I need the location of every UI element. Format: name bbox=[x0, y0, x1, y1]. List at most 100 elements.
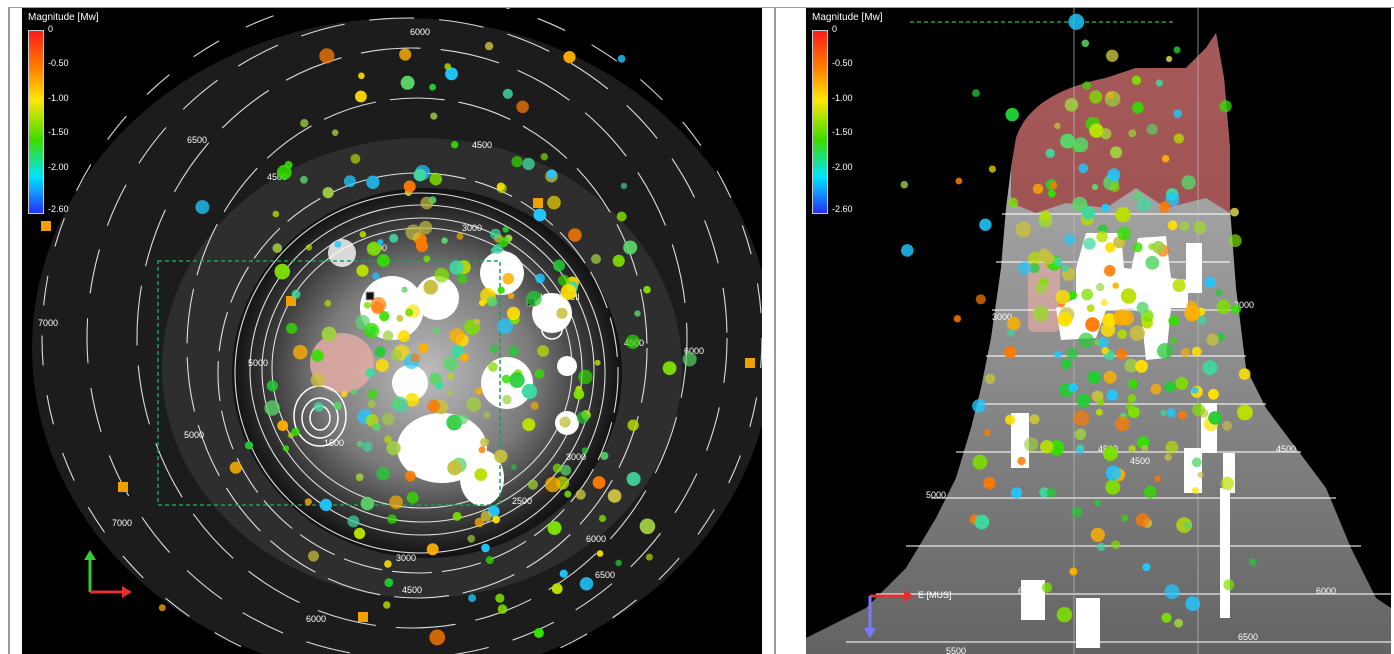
seismic-event[interactable] bbox=[390, 349, 403, 362]
seismic-event[interactable] bbox=[568, 228, 582, 242]
seismic-event[interactable] bbox=[953, 315, 962, 323]
seismic-event[interactable] bbox=[540, 153, 548, 161]
seismic-event[interactable] bbox=[988, 165, 996, 173]
seismic-event[interactable] bbox=[1089, 90, 1103, 104]
seismic-event[interactable] bbox=[576, 411, 589, 424]
seismic-event[interactable] bbox=[1063, 233, 1076, 245]
seismic-event[interactable] bbox=[387, 514, 397, 524]
seismic-event[interactable] bbox=[229, 461, 242, 474]
seismic-event[interactable] bbox=[1041, 582, 1053, 593]
seismic-event[interactable] bbox=[1101, 203, 1110, 212]
seismic-event[interactable] bbox=[502, 88, 513, 99]
seismic-event[interactable] bbox=[1216, 299, 1231, 314]
seismic-event[interactable] bbox=[447, 373, 455, 380]
seismic-event[interactable] bbox=[1222, 420, 1233, 431]
seismic-event[interactable] bbox=[418, 343, 429, 354]
seismic-event[interactable] bbox=[1107, 168, 1121, 182]
seismic-event[interactable] bbox=[452, 511, 462, 521]
seismic-event[interactable] bbox=[478, 446, 486, 454]
seismic-event[interactable] bbox=[1011, 487, 1023, 499]
seismic-event[interactable] bbox=[1191, 386, 1199, 394]
seismic-event[interactable] bbox=[1105, 242, 1116, 253]
seismic-event[interactable] bbox=[1154, 475, 1161, 483]
seismic-event[interactable] bbox=[1104, 265, 1116, 277]
seismic-event[interactable] bbox=[1091, 183, 1099, 191]
seismic-event[interactable] bbox=[1029, 262, 1040, 274]
seismic-event[interactable] bbox=[1064, 98, 1079, 112]
seismic-event[interactable] bbox=[1155, 79, 1163, 87]
seismic-event[interactable] bbox=[1071, 506, 1083, 518]
seismic-event[interactable] bbox=[1181, 175, 1196, 190]
seismic-event[interactable] bbox=[377, 239, 384, 246]
seismic-event[interactable] bbox=[1132, 242, 1143, 253]
seismic-event[interactable] bbox=[1184, 521, 1192, 529]
seismic-event[interactable] bbox=[1083, 237, 1096, 250]
seismic-event[interactable] bbox=[406, 491, 419, 504]
seismic-event[interactable] bbox=[498, 236, 509, 248]
seismic-event[interactable] bbox=[486, 296, 498, 307]
seismic-event[interactable] bbox=[356, 264, 369, 277]
seismic-event[interactable] bbox=[1193, 221, 1207, 234]
seismic-event[interactable] bbox=[1046, 488, 1057, 498]
seismic-event[interactable] bbox=[1208, 411, 1222, 425]
seismic-event[interactable] bbox=[429, 172, 443, 186]
seismic-event[interactable] bbox=[428, 196, 437, 204]
seismic-event[interactable] bbox=[1032, 183, 1044, 194]
seismic-event[interactable] bbox=[313, 402, 324, 412]
seismic-event[interactable] bbox=[1018, 261, 1032, 275]
seismic-event[interactable] bbox=[1106, 389, 1118, 401]
seismic-event[interactable] bbox=[331, 129, 339, 136]
seismic-event[interactable] bbox=[1110, 146, 1123, 159]
seismic-event[interactable] bbox=[367, 388, 379, 400]
seismic-event[interactable] bbox=[972, 399, 986, 413]
seismic-event[interactable] bbox=[1164, 381, 1176, 393]
seismic-event[interactable] bbox=[1173, 109, 1182, 118]
seismic-event[interactable] bbox=[1178, 411, 1187, 420]
seismic-event[interactable] bbox=[625, 334, 641, 349]
seismic-event[interactable] bbox=[502, 394, 512, 405]
seismic-event[interactable] bbox=[1097, 398, 1105, 406]
seismic-event[interactable] bbox=[1237, 404, 1253, 421]
seismic-event[interactable] bbox=[405, 470, 416, 482]
seismic-event[interactable] bbox=[972, 454, 988, 470]
seismic-event[interactable] bbox=[1103, 446, 1118, 461]
seismic-event[interactable] bbox=[591, 254, 601, 264]
seismic-event[interactable] bbox=[1191, 486, 1199, 494]
seismic-event[interactable] bbox=[575, 489, 586, 500]
seismic-event[interactable] bbox=[1176, 517, 1192, 533]
seismic-event[interactable] bbox=[384, 560, 392, 568]
seismic-event[interactable] bbox=[492, 515, 500, 524]
seismic-event[interactable] bbox=[467, 534, 476, 543]
seismic-event[interactable] bbox=[511, 156, 523, 168]
seismic-event[interactable] bbox=[382, 330, 394, 342]
seismic-event[interactable] bbox=[365, 368, 376, 378]
seismic-event[interactable] bbox=[324, 300, 332, 307]
seismic-event[interactable] bbox=[522, 157, 535, 171]
seismic-event[interactable] bbox=[443, 356, 458, 372]
map-view-canvas[interactable]: Well IG20 Well 6000 6500 4500 4500 3000 … bbox=[22, 8, 762, 654]
seismic-event[interactable] bbox=[1097, 337, 1109, 348]
seismic-event[interactable] bbox=[291, 427, 300, 436]
seismic-event[interactable] bbox=[547, 195, 561, 210]
seismic-event[interactable] bbox=[596, 550, 604, 557]
seismic-event[interactable] bbox=[305, 244, 313, 251]
seismic-event[interactable] bbox=[401, 286, 408, 293]
seismic-event[interactable] bbox=[284, 160, 293, 169]
seismic-event[interactable] bbox=[502, 226, 509, 233]
seismic-event[interactable] bbox=[319, 498, 332, 511]
section-view-canvas[interactable]: 3000 3000 300 3000 4500 4500 4500 5000 6… bbox=[806, 8, 1391, 654]
seismic-event[interactable] bbox=[974, 514, 990, 530]
seismic-event[interactable] bbox=[1135, 513, 1150, 527]
seismic-event[interactable] bbox=[607, 489, 622, 503]
seismic-event[interactable] bbox=[1128, 129, 1137, 138]
seismic-event[interactable] bbox=[311, 349, 324, 362]
seismic-event[interactable] bbox=[474, 468, 488, 481]
seismic-event[interactable] bbox=[573, 388, 585, 400]
seismic-event[interactable] bbox=[616, 211, 627, 222]
seismic-event[interactable] bbox=[1184, 305, 1201, 322]
seismic-event[interactable] bbox=[1161, 612, 1172, 623]
seismic-event[interactable] bbox=[389, 233, 399, 243]
seismic-event[interactable] bbox=[375, 358, 389, 373]
seismic-event[interactable] bbox=[972, 89, 980, 97]
seismic-event[interactable] bbox=[456, 232, 464, 240]
